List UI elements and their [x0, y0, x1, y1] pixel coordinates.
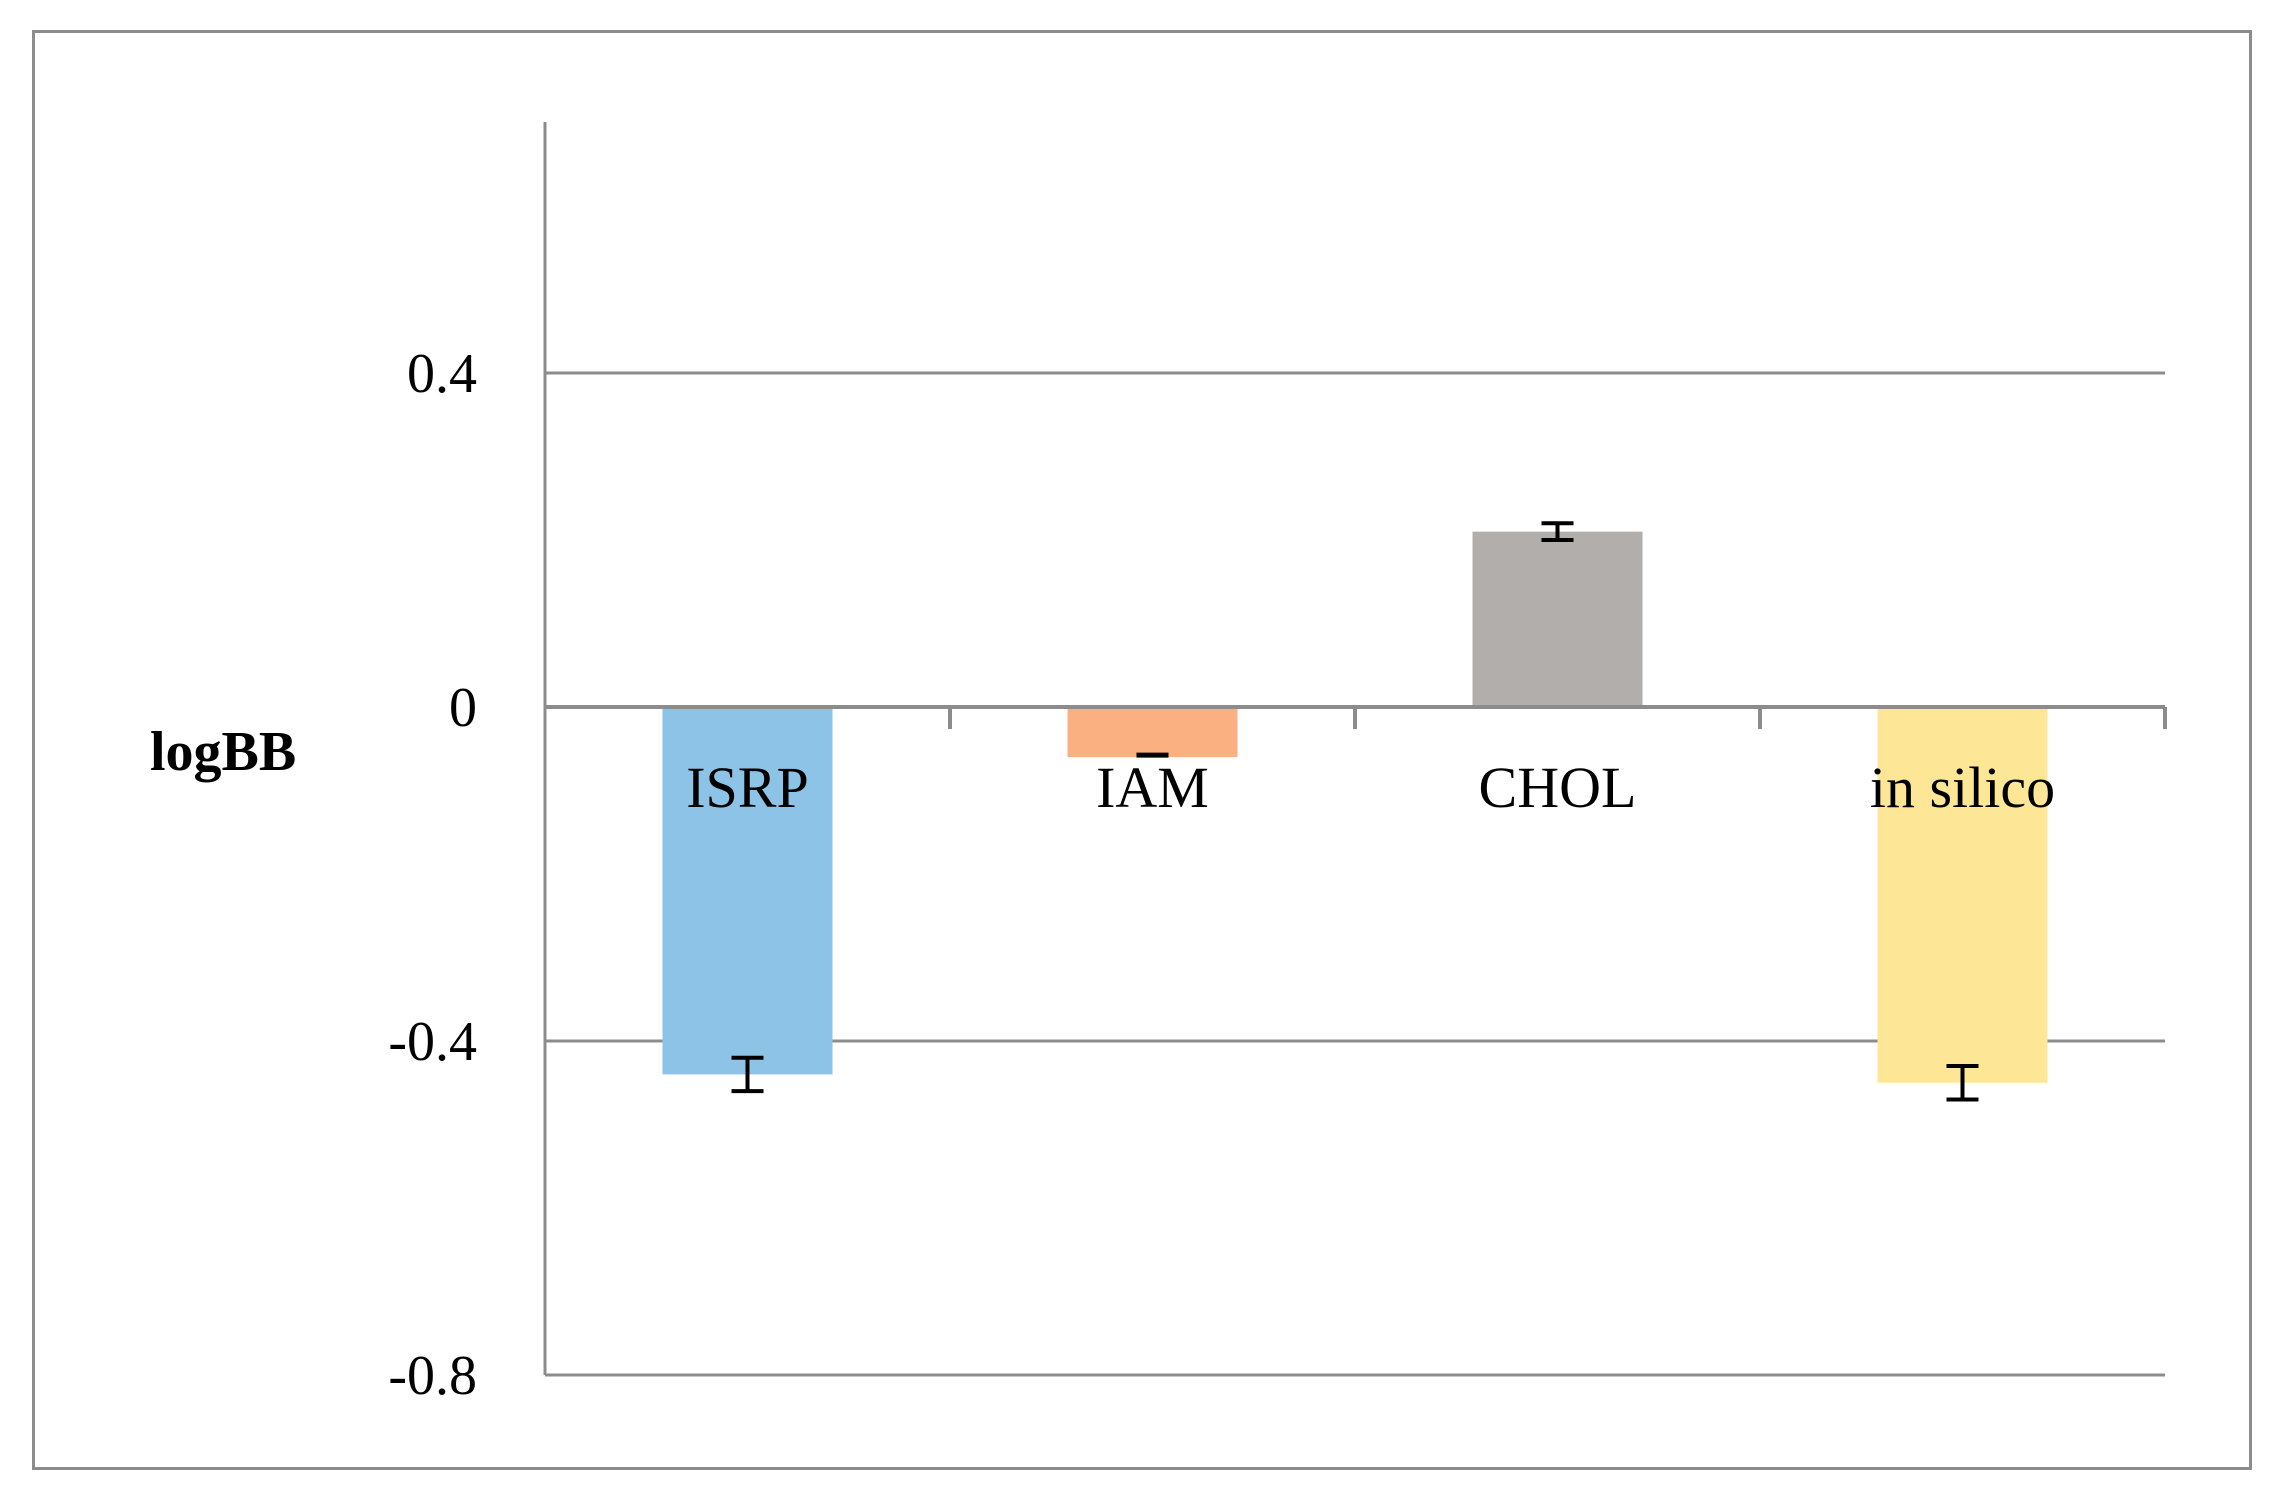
y-tick-label: 0.4	[407, 343, 477, 405]
bar-iam	[1067, 707, 1238, 758]
category-label: ISRP	[686, 755, 809, 820]
category-labels: ISRP IAM CHOL in silico	[686, 755, 2055, 820]
error-bar	[1541, 521, 1574, 542]
bar-in-silico	[1877, 707, 2048, 1083]
bars	[662, 531, 2048, 1083]
y-tick-label: -0.4	[388, 1011, 477, 1073]
axes	[543, 122, 2167, 1375]
y-tick-label: -0.8	[388, 1345, 477, 1407]
category-label: in silico	[1870, 755, 2055, 820]
bar-chol	[1472, 531, 1643, 707]
category-label: CHOL	[1479, 755, 1637, 820]
y-tick-label: 0	[449, 677, 477, 739]
error-bar	[1946, 1064, 1979, 1102]
y-tick-labels: -0.8 -0.4 0 0.4	[388, 343, 477, 1407]
category-label: IAM	[1096, 755, 1209, 820]
error-bar	[731, 1055, 764, 1094]
error-bars	[731, 521, 1979, 1102]
bar-isrp	[662, 707, 833, 1075]
y-axis-label: logBB	[150, 721, 296, 783]
